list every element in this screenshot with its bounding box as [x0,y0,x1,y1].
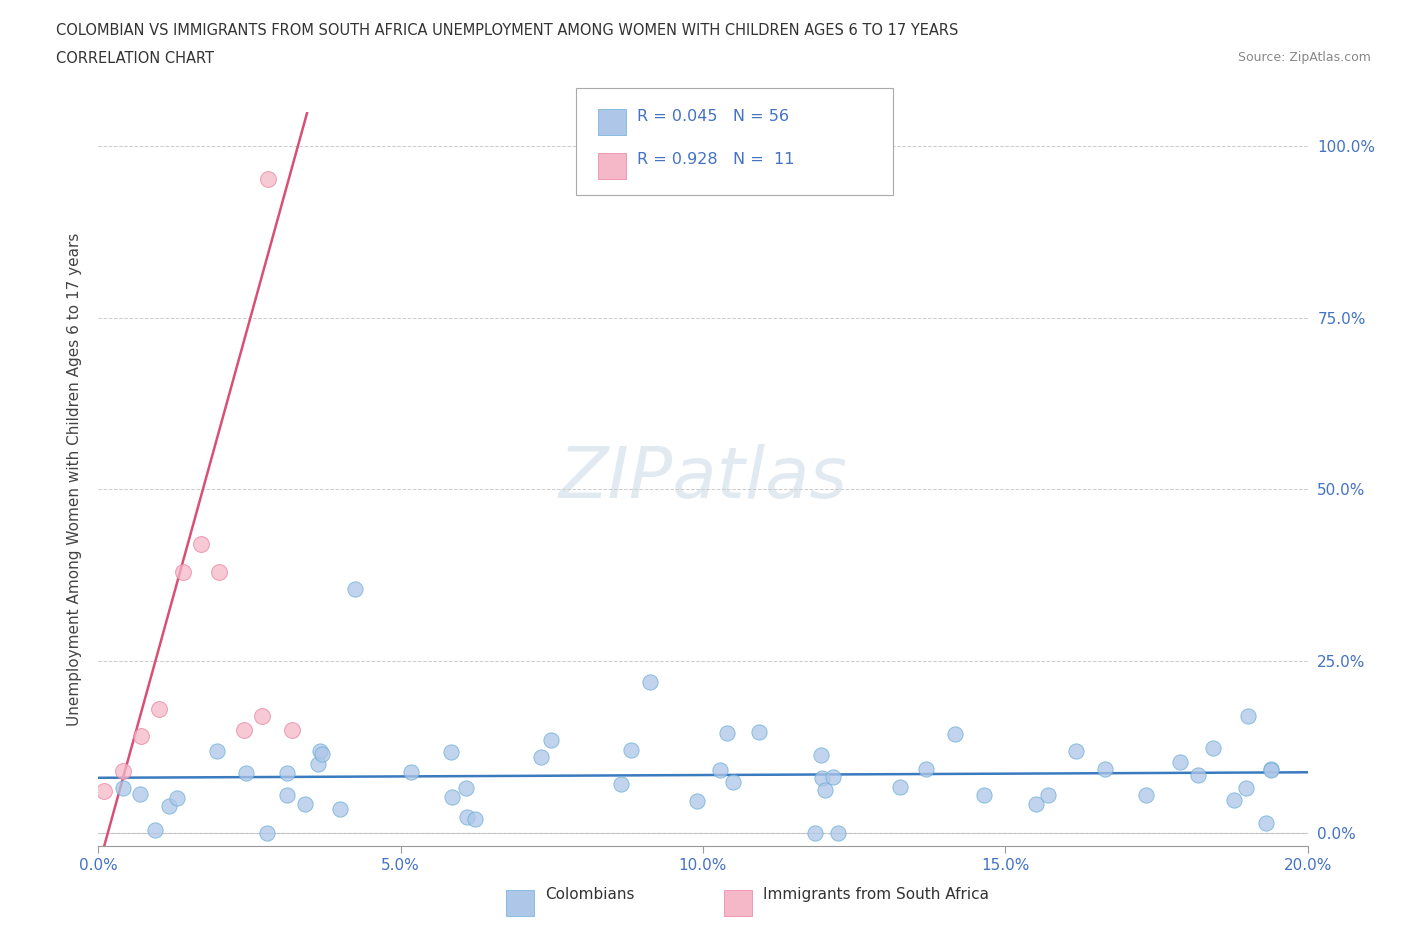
Point [814,782,837,797]
Point [1025,797,1047,812]
Point [889,779,911,794]
Point [1187,768,1209,783]
Point [686,793,709,808]
Text: ZIPatlas: ZIPatlas [558,445,848,513]
Point [311,747,333,762]
Text: Source: ZipAtlas.com: Source: ZipAtlas.com [1237,51,1371,64]
Point [721,775,744,790]
Point [208,565,231,579]
Point [1064,743,1087,758]
Y-axis label: Unemployment Among Women with Children Ages 6 to 17 years: Unemployment Among Women with Children A… [66,232,82,725]
Point [1036,787,1059,802]
Point [111,764,134,778]
Point [129,729,152,744]
Point [1202,741,1225,756]
Point [235,765,257,780]
Point [810,748,832,763]
Point [1135,788,1157,803]
Point [456,780,478,795]
Point [93,784,115,799]
Point [401,765,423,780]
Point [914,762,936,777]
Point [166,790,188,805]
Point [276,766,298,781]
Point [464,812,486,827]
Point [540,733,562,748]
Point [309,744,332,759]
Text: R = 0.045   N = 56: R = 0.045 N = 56 [637,109,789,124]
Point [1260,763,1282,777]
Point [456,809,478,824]
Point [205,744,228,759]
Point [172,565,194,579]
Point [827,825,849,840]
Point [276,788,298,803]
Point [439,745,461,760]
Text: R = 0.928   N =  11: R = 0.928 N = 11 [637,152,794,166]
Point [232,722,254,737]
Point [530,750,553,764]
Point [440,790,463,804]
Point [973,788,995,803]
Point [638,674,661,689]
Point [1237,709,1260,724]
Point [250,709,273,724]
Point [748,725,770,740]
Point [1260,762,1282,777]
Point [143,822,166,837]
Point [1234,780,1257,795]
Point [294,797,316,812]
Point [620,743,643,758]
Text: Colombians: Colombians [546,887,636,902]
Point [190,537,212,551]
Point [148,701,170,716]
Point [609,777,631,791]
Point [157,799,180,814]
Point [112,780,135,795]
Point [811,770,834,785]
Text: COLOMBIAN VS IMMIGRANTS FROM SOUTH AFRICA UNEMPLOYMENT AMONG WOMEN WITH CHILDREN: COLOMBIAN VS IMMIGRANTS FROM SOUTH AFRIC… [56,23,959,38]
Point [709,763,731,777]
Point [256,171,278,186]
Point [344,581,367,596]
Point [1254,816,1277,830]
Point [281,722,304,737]
Point [307,757,329,772]
Point [129,786,152,801]
Point [1170,755,1192,770]
Text: CORRELATION CHART: CORRELATION CHART [56,51,214,66]
Text: Immigrants from South Africa: Immigrants from South Africa [763,887,990,902]
Point [943,726,966,741]
Point [821,770,844,785]
Point [329,802,352,817]
Point [716,726,738,741]
Point [1223,792,1246,807]
Point [1094,761,1116,776]
Point [803,825,825,840]
Point [256,825,278,840]
